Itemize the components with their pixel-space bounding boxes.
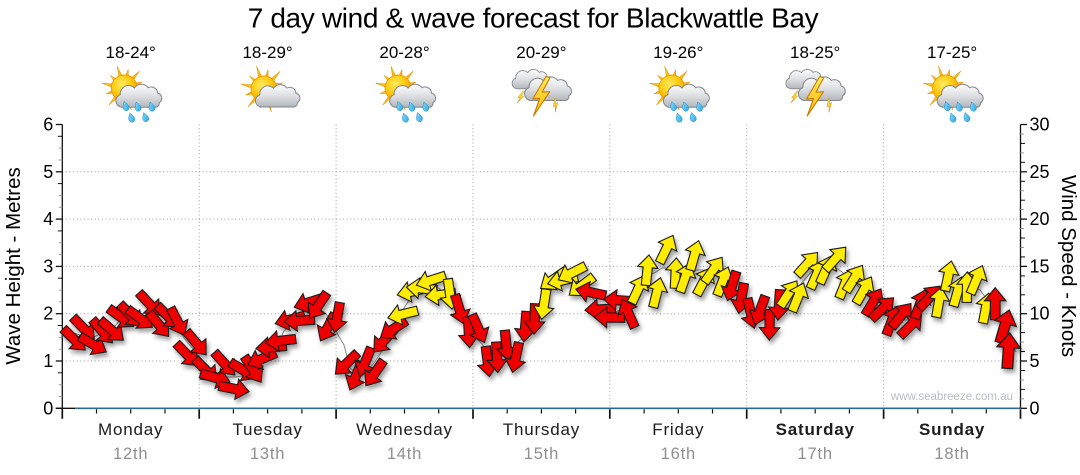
svg-text:Friday: Friday [652, 420, 704, 439]
svg-text:Sunday: Sunday [919, 420, 985, 439]
svg-text:10: 10 [1030, 304, 1050, 324]
svg-text:2: 2 [43, 304, 53, 324]
svg-text:7 day wind & wave forecast for: 7 day wind & wave forecast for Blackwatt… [248, 3, 819, 34]
svg-text:13th: 13th [250, 445, 285, 463]
svg-text:25: 25 [1030, 162, 1050, 182]
svg-text:18-29°: 18-29° [242, 43, 292, 62]
svg-text:5: 5 [1030, 351, 1040, 371]
svg-text:0: 0 [1030, 398, 1040, 418]
svg-text:1: 1 [43, 351, 53, 371]
svg-text:15: 15 [1030, 256, 1050, 276]
svg-text:12th: 12th [113, 445, 148, 463]
svg-text:15th: 15th [524, 445, 559, 463]
svg-text:18-24°: 18-24° [106, 43, 156, 62]
svg-text:Monday: Monday [98, 420, 163, 439]
svg-text:6: 6 [43, 115, 53, 135]
svg-text:18th: 18th [934, 445, 969, 463]
svg-text:Wave Height - Metres: Wave Height - Metres [2, 167, 25, 364]
svg-text:Wednesday: Wednesday [356, 420, 453, 439]
svg-text:30: 30 [1030, 115, 1050, 135]
svg-text:0: 0 [43, 398, 53, 418]
svg-text:5: 5 [43, 162, 53, 182]
svg-text:Wind Speed - Knots: Wind Speed - Knots [1057, 175, 1080, 357]
svg-text:16th: 16th [661, 445, 696, 463]
svg-text:Tuesday: Tuesday [233, 420, 303, 439]
svg-text:20: 20 [1030, 209, 1050, 229]
svg-text:Thursday: Thursday [503, 420, 580, 439]
svg-text:14th: 14th [387, 445, 422, 463]
svg-text:20-28°: 20-28° [379, 43, 429, 62]
svg-text:19-26°: 19-26° [653, 43, 703, 62]
svg-text:www.seabreeze.com.au: www.seabreeze.com.au [890, 391, 1013, 403]
svg-text:20-29°: 20-29° [516, 43, 566, 62]
svg-text:Saturday: Saturday [776, 420, 855, 439]
svg-text:4: 4 [43, 209, 53, 229]
svg-text:17th: 17th [798, 445, 833, 463]
svg-text:3: 3 [43, 256, 53, 276]
svg-text:17-25°: 17-25° [927, 43, 977, 62]
svg-text:18-25°: 18-25° [790, 43, 840, 62]
